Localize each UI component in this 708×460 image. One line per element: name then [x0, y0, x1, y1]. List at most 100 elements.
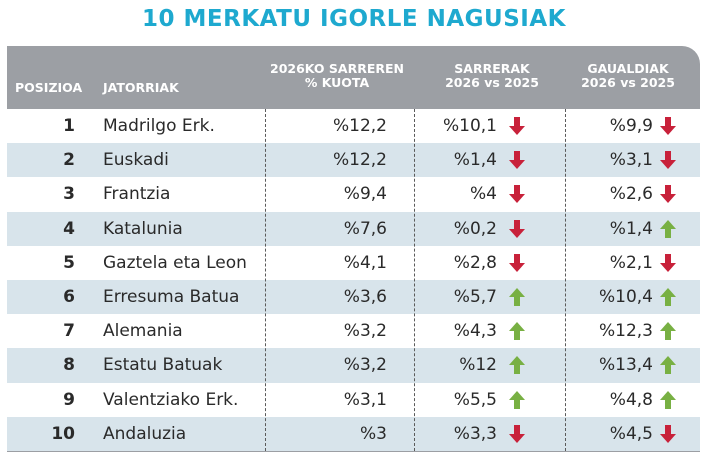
arrow-down-icon: [659, 150, 677, 170]
arrivals-change-cell: %10,1: [442, 116, 497, 136]
nights-trend-cell: [657, 143, 679, 177]
arrow-up-icon: [659, 355, 677, 375]
column-divider: [265, 109, 266, 451]
arrivals-trend-cell: [506, 383, 528, 417]
table-bottom-rule: [7, 451, 700, 452]
table-row: 6 Erresuma Batua %3,6 %5,7 %10,4: [7, 279, 700, 315]
table-body: 1 Madrilgo Erk. %12,2 %10,1 %9,9 2 Euskadi %12,…: [7, 109, 700, 451]
rank-cell: 9: [63, 389, 75, 410]
table-row: 10 Andaluzia %3 %3,3 %4,5: [7, 416, 700, 451]
share-cell: %7,6: [343, 218, 387, 239]
nights-change-cell: %10,4: [598, 286, 653, 307]
table-row: 4 Katalunia %7,6 %0,2 %1,4: [7, 211, 700, 246]
arrivals-change-cell: %0,2: [453, 218, 497, 239]
arrivals-change-cell: %4,3: [453, 321, 497, 342]
nights-trend-cell: [657, 417, 679, 451]
origin-cell: Frantzia: [103, 184, 171, 205]
share-cell: %3,2: [343, 321, 387, 342]
arrow-down-icon: [659, 116, 677, 136]
header-kuota: 2026KO SARREREN % KUOTA: [257, 62, 417, 90]
arrivals-trend-cell: [506, 348, 528, 382]
nights-trend-cell: [657, 348, 679, 382]
header-posizioa: POSIZIOA: [15, 80, 83, 95]
origin-cell: Madrilgo Erk.: [103, 116, 215, 136]
nights-change-cell: %3,1: [609, 150, 653, 171]
arrivals-change-cell: %2,8: [453, 252, 497, 273]
header-gaualdiak-line2: 2026 vs 2025: [581, 75, 675, 90]
arrow-up-icon: [508, 390, 526, 410]
origin-cell: Katalunia: [103, 218, 183, 239]
page-title: 10 MERKATU IGORLE NAGUSIAK: [142, 6, 566, 32]
column-divider: [414, 109, 415, 451]
table-row: 5 Gaztela eta Leon %4,1 %2,8 %2,1: [7, 246, 700, 280]
share-cell: %3,2: [343, 355, 387, 376]
arrivals-change-cell: %3,3: [453, 423, 497, 444]
share-cell: %9,4: [343, 184, 387, 205]
arrow-down-icon: [659, 424, 677, 444]
arrow-down-icon: [508, 116, 526, 136]
nights-trend-cell: [657, 109, 679, 143]
table-row: 7 Alemania %3,2 %4,3 %12,3: [7, 314, 700, 348]
arrow-up-icon: [508, 321, 526, 341]
header-jatorriak: JATORRIAK: [103, 80, 179, 95]
nights-trend-cell: [657, 212, 679, 246]
arrow-up-icon: [659, 219, 677, 239]
arrivals-change-cell: %5,7: [453, 286, 497, 307]
arrivals-trend-cell: [506, 212, 528, 246]
rank-cell: 1: [63, 116, 75, 136]
table-row: 1 Madrilgo Erk. %12,2 %10,1 %9,9: [7, 109, 700, 143]
arrow-up-icon: [508, 287, 526, 307]
rank-cell: 6: [63, 286, 75, 307]
column-divider: [565, 109, 566, 451]
share-cell: %4,1: [343, 252, 387, 273]
arrow-down-icon: [659, 253, 677, 273]
origin-cell: Erresuma Batua: [103, 286, 240, 307]
nights-trend-cell: [657, 280, 679, 314]
nights-trend-cell: [657, 383, 679, 417]
arrow-up-icon: [659, 321, 677, 341]
nights-change-cell: %9,9: [609, 116, 653, 136]
rank-cell: 8: [63, 355, 75, 376]
table-row: 8 Estatu Batuak %3,2 %12 %13,4: [7, 348, 700, 383]
arrivals-trend-cell: [506, 143, 528, 177]
origin-cell: Estatu Batuak: [103, 355, 223, 376]
header-kuota-line1: 2026KO SARREREN: [270, 61, 404, 76]
nights-change-cell: %2,6: [609, 184, 653, 205]
arrivals-change-cell: %4: [470, 184, 497, 205]
origin-cell: Gaztela eta Leon: [103, 252, 247, 273]
table-row: 3 Frantzia %9,4 %4 %2,6: [7, 177, 700, 211]
nights-change-cell: %1,4: [609, 218, 653, 239]
arrow-down-icon: [508, 219, 526, 239]
arrow-up-icon: [508, 355, 526, 375]
nights-trend-cell: [657, 246, 679, 280]
arrivals-change-cell: %5,5: [453, 389, 497, 410]
arrow-up-icon: [659, 390, 677, 410]
arrivals-trend-cell: [506, 246, 528, 280]
arrivals-trend-cell: [506, 280, 528, 314]
nights-change-cell: %4,5: [609, 423, 653, 444]
origin-cell: Alemania: [103, 321, 183, 342]
share-cell: %3,1: [343, 389, 387, 410]
share-cell: %3,6: [343, 286, 387, 307]
rank-cell: 4: [63, 218, 75, 239]
origin-cell: Euskadi: [103, 150, 169, 171]
nights-change-cell: %12,3: [598, 321, 653, 342]
header-sarrerak: SARRERAK 2026 vs 2025: [417, 62, 567, 90]
arrow-up-icon: [659, 287, 677, 307]
share-cell: %12,2: [332, 116, 387, 136]
header-sarrerak-line2: 2026 vs 2025: [445, 75, 539, 90]
arrow-down-icon: [508, 150, 526, 170]
origin-cell: Andaluzia: [103, 423, 187, 444]
header-gaualdiak-line1: GAUALDIAK: [587, 61, 669, 76]
header-gaualdiak: GAUALDIAK 2026 vs 2025: [567, 62, 689, 90]
rank-cell: 5: [63, 252, 75, 273]
nights-trend-cell: [657, 177, 679, 211]
table-row: 9 Valentziako Erk. %3,1 %5,5 %4,8: [7, 383, 700, 417]
arrow-down-icon: [508, 424, 526, 444]
rank-cell: 10: [51, 423, 75, 444]
origin-cell: Valentziako Erk.: [103, 389, 239, 410]
table-row: 2 Euskadi %12,2 %1,4 %3,1: [7, 143, 700, 178]
arrivals-trend-cell: [506, 417, 528, 451]
rank-cell: 3: [63, 184, 75, 205]
rank-cell: 7: [63, 321, 75, 342]
